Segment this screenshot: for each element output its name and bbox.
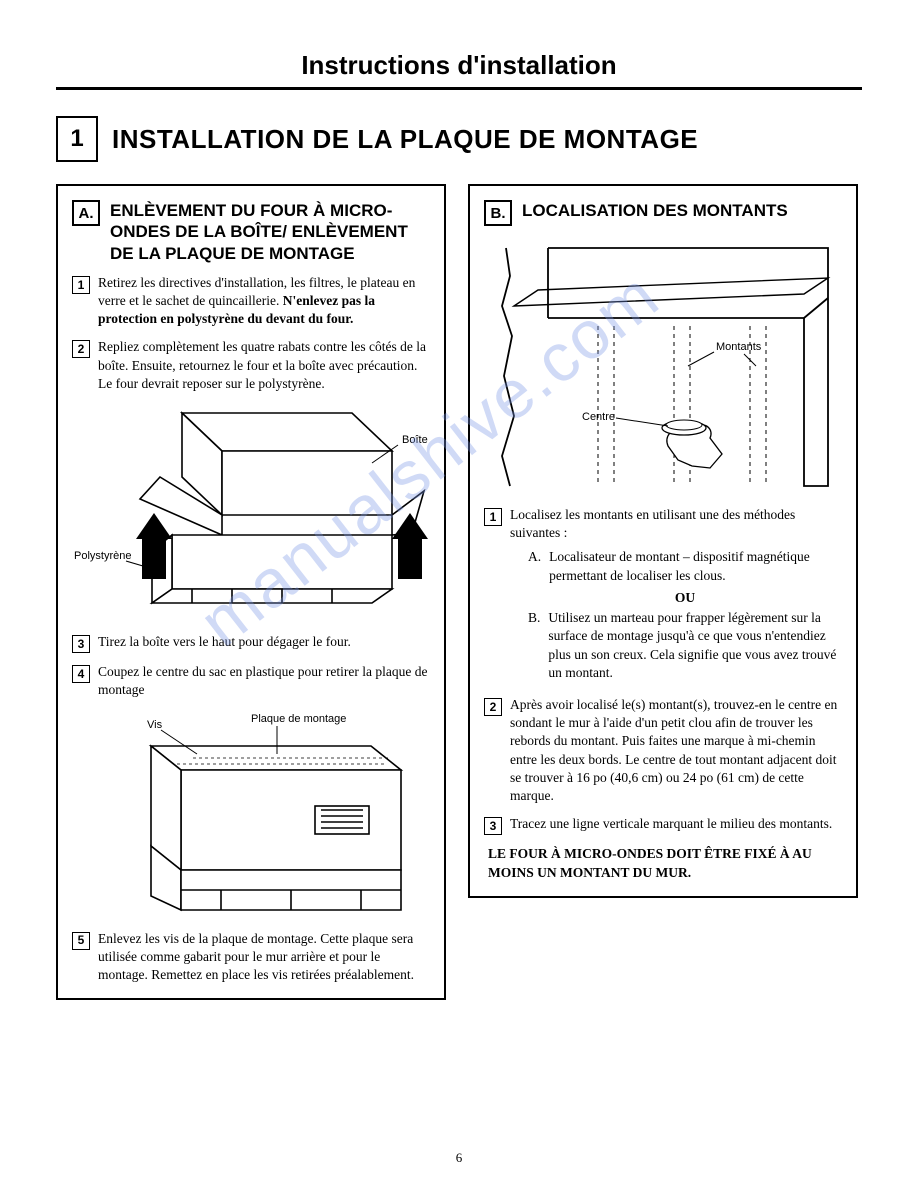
step-a1: 1 Retirez les directives d'installation,… bbox=[72, 274, 430, 329]
step-a3: 3 Tirez la boîte vers le haut pour dégag… bbox=[72, 633, 430, 653]
step-b3: 3 Tracez une ligne verticale marquant le… bbox=[484, 815, 842, 835]
step-b1-opt-b-letter: B. bbox=[528, 609, 540, 682]
main-step-number: 1 bbox=[56, 116, 98, 162]
panel-a-heading: ENLÈVEMENT DU FOUR À MICRO-ONDES DE LA B… bbox=[110, 200, 430, 264]
step-a4-text: Coupez le centre du sac en plastique pou… bbox=[98, 663, 430, 699]
panel-b-letter: B. bbox=[484, 200, 512, 226]
step-a5-num: 5 bbox=[72, 932, 90, 950]
panel-a-letter: A. bbox=[72, 200, 100, 226]
step-b1-opt-a-text: Localisateur de montant – dispositif mag… bbox=[549, 548, 842, 584]
step-a4-num: 4 bbox=[72, 665, 90, 683]
step-b1-opt-a-letter: A. bbox=[528, 548, 541, 584]
step-a3-num: 3 bbox=[72, 635, 90, 653]
header-title: Instructions d'installation bbox=[56, 50, 862, 90]
step-b2-text: Après avoir localisé le(s) montant(s), t… bbox=[510, 696, 842, 805]
figure-plaque: Vis Plaque de montage bbox=[91, 710, 411, 920]
page-number: 6 bbox=[0, 1150, 918, 1166]
panel-a: A. ENLÈVEMENT DU FOUR À MICRO-ONDES DE L… bbox=[56, 184, 446, 1000]
fig1-label-boite: Boîte bbox=[402, 434, 428, 446]
columns: A. ENLÈVEMENT DU FOUR À MICRO-ONDES DE L… bbox=[56, 184, 862, 1000]
step-b3-num: 3 bbox=[484, 817, 502, 835]
step-b1-options: A. Localisateur de montant – dispositif … bbox=[510, 548, 842, 682]
fig2-label-vis: Vis bbox=[147, 719, 163, 731]
step-a5-text: Enlevez les vis de la plaque de montage.… bbox=[98, 930, 430, 985]
step-b1-intro: Localisez les montants en utilisant une … bbox=[510, 507, 795, 540]
step-a1-num: 1 bbox=[72, 276, 90, 294]
step-b1-num: 1 bbox=[484, 508, 502, 526]
step-b2-num: 2 bbox=[484, 698, 502, 716]
step-a2-text: Repliez complètement les quatre rabats c… bbox=[98, 338, 430, 393]
panel-b-heading-row: B. LOCALISATION DES MONTANTS bbox=[484, 200, 842, 226]
step-b1-opt-b-text: Utilisez un marteau pour frapper légèrem… bbox=[548, 609, 842, 682]
panel-b: B. LOCALISATION DES MONTANTS bbox=[468, 184, 858, 898]
panel-b-heading: LOCALISATION DES MONTANTS bbox=[522, 200, 788, 221]
figb-label-montants: Montants bbox=[716, 341, 762, 353]
step-a1-text: Retirez les directives d'installation, l… bbox=[98, 274, 430, 329]
figb-label-centre: Centre bbox=[582, 411, 615, 423]
figure-box: Boîte Polystyrène bbox=[72, 403, 432, 623]
main-heading: INSTALLATION DE LA PLAQUE DE MONTAGE bbox=[112, 124, 698, 155]
step-a2: 2 Repliez complètement les quatre rabats… bbox=[72, 338, 430, 393]
step-a2-num: 2 bbox=[72, 340, 90, 358]
figure-studs: Montants Centre bbox=[488, 236, 838, 496]
main-heading-row: 1 INSTALLATION DE LA PLAQUE DE MONTAGE bbox=[56, 116, 862, 162]
fig2-label-plaque: Plaque de montage bbox=[251, 713, 346, 725]
step-b1: 1 Localisez les montants en utilisant un… bbox=[484, 506, 842, 686]
step-b2: 2 Après avoir localisé le(s) montant(s),… bbox=[484, 696, 842, 805]
step-b1-opt-a: A. Localisateur de montant – dispositif … bbox=[528, 548, 842, 584]
step-b3-text: Tracez une ligne verticale marquant le m… bbox=[510, 815, 842, 835]
step-b1-text: Localisez les montants en utilisant une … bbox=[510, 506, 842, 686]
step-b1-opt-b: B. Utilisez un marteau pour frapper légè… bbox=[528, 609, 842, 682]
step-a3-text: Tirez la boîte vers le haut pour dégager… bbox=[98, 633, 430, 653]
step-a5: 5 Enlevez les vis de la plaque de montag… bbox=[72, 930, 430, 985]
panel-b-final: LE FOUR À MICRO-ONDES DOIT ÊTRE FIXÉ À A… bbox=[484, 845, 842, 881]
fig1-label-poly: Polystyrène bbox=[74, 550, 131, 562]
step-a4: 4 Coupez le centre du sac en plastique p… bbox=[72, 663, 430, 699]
step-b1-ou: OU bbox=[528, 589, 842, 607]
panel-a-heading-row: A. ENLÈVEMENT DU FOUR À MICRO-ONDES DE L… bbox=[72, 200, 430, 264]
